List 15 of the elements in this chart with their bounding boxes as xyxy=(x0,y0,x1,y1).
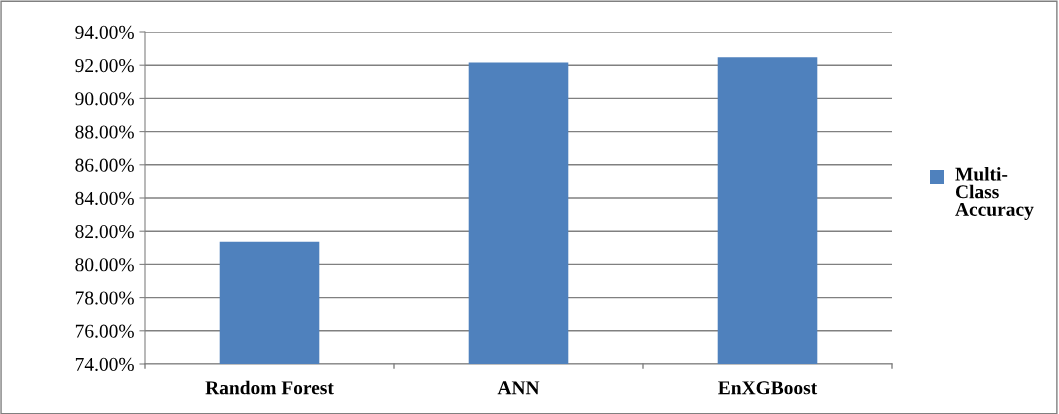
y-tick-label: 90.00% xyxy=(75,92,134,106)
x-tick-label: ANN xyxy=(497,381,540,395)
y-tick-label: 92.00% xyxy=(75,59,134,73)
y-tick-label: 80.00% xyxy=(75,258,134,272)
y-tick-label: 74.00% xyxy=(75,357,134,372)
y-tick-label: 84.00% xyxy=(75,191,134,206)
y-tick-label: 82.00% xyxy=(75,225,134,239)
x-tick-label: EnXGBoost xyxy=(718,381,818,395)
y-tick-label: 76.00% xyxy=(75,324,134,338)
y-tick-label: 78.00% xyxy=(75,291,134,305)
y-tick-label: 86.00% xyxy=(75,158,134,172)
y-tick-label: 94.00% xyxy=(75,25,134,40)
legend-label: Multi-Class Accuracy xyxy=(955,167,1034,220)
y-tick-label: 88.00% xyxy=(75,125,134,139)
x-tick-label: Random Forest xyxy=(205,380,334,395)
